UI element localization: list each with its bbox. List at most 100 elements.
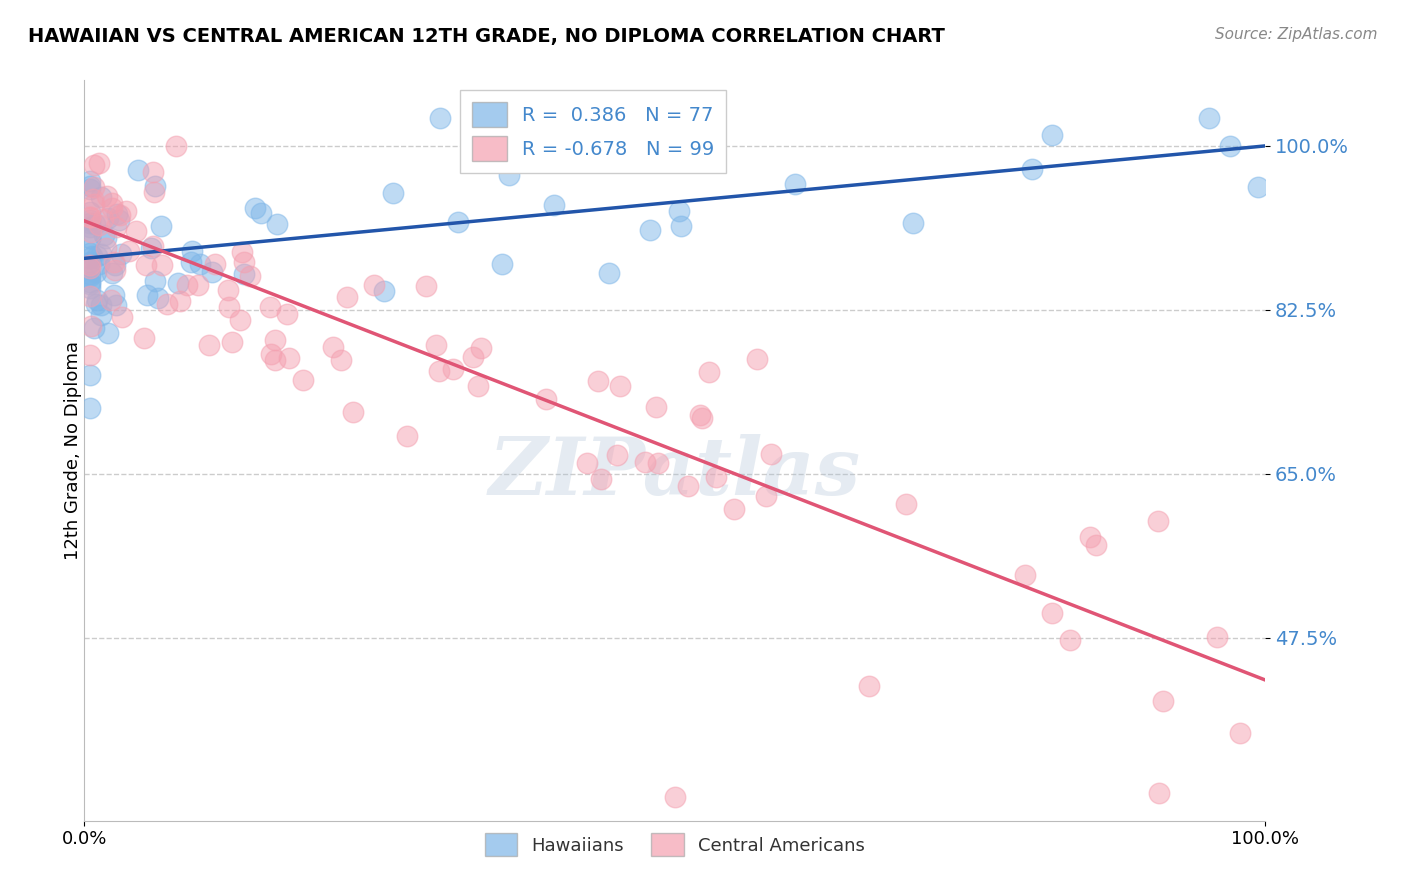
Point (79, 231, 101, 245)
Point (180, 255, 202, 269)
Point (108, 212, 131, 227)
Point (381, 186, 404, 200)
Point (103, 288, 125, 302)
Point (105, 298, 128, 312)
Point (723, 502, 745, 516)
Point (204, 257, 226, 271)
Point (79, 261, 101, 276)
Point (1147, 785, 1170, 799)
Point (79, 275, 101, 289)
Y-axis label: 12th Grade, No Diploma: 12th Grade, No Diploma (65, 341, 82, 560)
Point (181, 244, 204, 258)
Point (1040, 607, 1063, 621)
Point (233, 254, 256, 268)
Point (363, 278, 385, 293)
Point (322, 340, 344, 354)
Point (645, 401, 668, 415)
Point (83, 179, 105, 194)
Point (425, 338, 447, 352)
Point (259, 300, 281, 314)
Point (447, 215, 470, 229)
Point (96, 231, 118, 245)
Point (79, 368, 101, 382)
Point (461, 350, 484, 364)
Point (373, 285, 395, 299)
Point (141, 241, 163, 255)
Point (79, 318, 101, 333)
Point (395, 429, 418, 443)
Point (150, 258, 173, 272)
Point (201, 265, 224, 279)
Point (543, 198, 565, 212)
Point (79, 210, 101, 224)
Point (79, 230, 101, 244)
Text: Source: ZipAtlas.com: Source: ZipAtlas.com (1215, 27, 1378, 42)
Point (598, 151, 620, 165)
Point (79, 213, 101, 227)
Point (86, 249, 108, 263)
Point (100, 266, 122, 280)
Point (187, 278, 209, 293)
Point (415, 279, 437, 293)
Point (221, 334, 243, 349)
Point (1085, 538, 1108, 552)
Point (169, 294, 191, 309)
Point (1040, 128, 1063, 142)
Point (93, 227, 115, 242)
Point (90, 247, 112, 261)
Point (330, 353, 353, 368)
Point (79, 252, 101, 266)
Point (586, 375, 609, 389)
Point (132, 331, 155, 345)
Point (336, 289, 359, 303)
Point (188, 257, 211, 271)
Point (86, 293, 108, 307)
Text: HAWAIIAN VS CENTRAL AMERICAN 12TH GRADE, NO DIPLOMA CORRELATION CHART: HAWAIIAN VS CENTRAL AMERICAN 12TH GRADE,… (28, 27, 945, 45)
Point (79, 220, 101, 235)
Point (156, 296, 179, 310)
Point (198, 338, 221, 352)
Point (79, 268, 101, 282)
Point (142, 239, 165, 253)
Point (143, 274, 166, 288)
Point (441, 362, 464, 376)
Point (467, 378, 489, 392)
Point (470, 341, 492, 355)
Point (125, 223, 148, 237)
Point (127, 163, 149, 178)
Point (896, 497, 918, 511)
Point (79, 255, 101, 269)
Point (79, 210, 101, 224)
Point (79, 246, 101, 260)
Point (704, 469, 727, 483)
Point (176, 277, 198, 292)
Point (87, 257, 110, 271)
Point (90, 190, 112, 204)
Point (1198, 111, 1220, 125)
Point (104, 259, 127, 273)
Point (676, 479, 699, 493)
Point (266, 217, 288, 231)
Point (1059, 632, 1081, 647)
Point (598, 266, 620, 280)
Point (278, 351, 301, 365)
Point (606, 448, 628, 462)
Point (1152, 694, 1174, 708)
Point (83, 158, 105, 172)
Point (699, 365, 721, 379)
Point (79, 205, 101, 219)
Point (291, 373, 314, 387)
Point (100, 293, 122, 308)
Point (1206, 631, 1229, 645)
Point (82, 192, 104, 206)
Point (690, 411, 713, 425)
Point (647, 456, 669, 470)
Point (97, 326, 120, 340)
Point (91, 212, 114, 227)
Point (785, 177, 807, 191)
Point (103, 255, 125, 269)
Point (250, 205, 273, 219)
Point (755, 489, 778, 503)
Point (264, 333, 287, 347)
Point (79, 174, 101, 188)
